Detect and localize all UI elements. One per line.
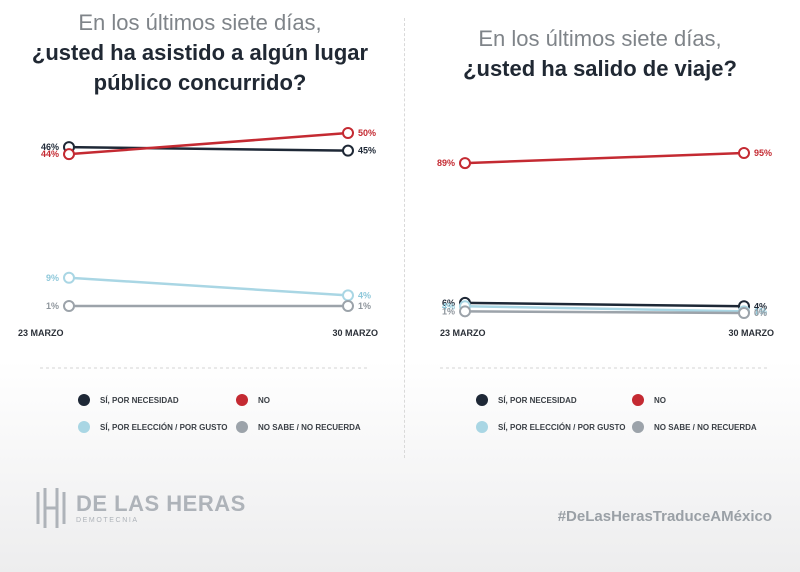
brand-mark-icon — [36, 488, 66, 528]
legend-label-necesidad: SÍ, POR NECESIDAD — [100, 395, 179, 405]
legend-marker-nosabe — [632, 421, 644, 433]
brand-name: DE LAS HERAS — [76, 490, 246, 516]
data-label: 1% — [358, 301, 371, 311]
hashtag: #DeLasHerasTraduceAMéxico — [557, 508, 772, 525]
x-tick-label: 30 MARZO — [728, 328, 774, 338]
legend-marker-necesidad — [476, 394, 488, 406]
legend-marker-no — [632, 394, 644, 406]
data-label: 89% — [437, 158, 455, 168]
data-point — [342, 289, 354, 302]
data-label: 4% — [442, 301, 455, 311]
panel-divider — [404, 18, 405, 458]
data-point — [342, 300, 354, 312]
data-point — [63, 300, 75, 312]
data-point — [738, 147, 750, 159]
data-label: 1% — [46, 301, 59, 311]
data-point — [459, 305, 471, 318]
legend-item-no: NO — [632, 394, 666, 406]
series-line — [68, 276, 349, 297]
brand-logo: DE LAS HERAS DEMOTECNIA — [34, 486, 246, 530]
chart-title-line1: En los últimos siete días, — [478, 26, 722, 51]
chart-title-line1: En los últimos siete días, — [78, 10, 322, 35]
legend-item-necesidad: SÍ, POR NECESIDAD — [78, 394, 179, 406]
data-label: 1% — [754, 306, 767, 316]
legend-item-necesidad: SÍ, POR NECESIDAD — [476, 394, 577, 406]
line-chart-left: 46% 45%44%50%9%4%1% 1%23 MARZO 30 MARZO — [18, 127, 378, 369]
legend-item-nosabe: NO SABE / NO RECUERDA — [236, 421, 361, 433]
legend-label-necesidad: SÍ, POR NECESIDAD — [498, 395, 577, 405]
data-point — [342, 144, 354, 157]
data-point — [63, 148, 75, 161]
data-label: 9% — [46, 273, 59, 283]
chart-panel-left: En los últimos siete días, ¿usted ha asi… — [0, 0, 400, 470]
series-line — [68, 131, 349, 156]
x-tick-label: 23 MARZO — [440, 328, 486, 338]
data-label: 4% — [754, 301, 767, 311]
legend-label-nosabe: NO SABE / NO RECUERDA — [654, 422, 757, 432]
legend-label-no: NO — [258, 395, 270, 405]
data-label: 44% — [41, 149, 59, 159]
data-point — [738, 307, 750, 319]
legend-label-no: NO — [654, 395, 666, 405]
data-label: 1% — [442, 306, 455, 316]
chart-title-line2: ¿usted ha salido de viaje? — [463, 56, 737, 81]
data-label: 95% — [754, 148, 772, 158]
data-label: 50% — [358, 128, 376, 138]
data-label: 46% — [41, 142, 59, 152]
legend-marker-eleccion — [78, 421, 90, 433]
data-point — [342, 127, 354, 139]
data-point — [63, 271, 75, 284]
data-label: 45% — [358, 146, 376, 156]
legend-item-nosabe: NO SABE / NO RECUERDA — [632, 421, 757, 433]
legend-marker-eleccion — [476, 421, 488, 433]
data-point — [459, 157, 471, 170]
chart-title-line2: ¿usted ha asistido a algún lugar — [31, 40, 369, 65]
series-line — [464, 310, 745, 315]
chart-panel-right: En los últimos siete días, ¿usted ha sal… — [400, 0, 800, 470]
legend-label-eleccion: SÍ, POR ELECCIÓN / POR GUSTO — [498, 422, 626, 432]
legend-item-no: NO — [236, 394, 270, 406]
series-line — [464, 305, 745, 313]
legend-marker-necesidad — [78, 394, 90, 406]
data-label: 0% — [754, 308, 767, 318]
legend-item-eleccion: SÍ, POR ELECCIÓN / POR GUSTO — [476, 421, 625, 433]
series-line — [464, 151, 745, 165]
data-label: 4% — [358, 290, 371, 300]
chart-title-line3: público concurrido? — [93, 70, 307, 95]
data-label: 6% — [442, 298, 455, 308]
series-line — [68, 145, 349, 152]
series-line — [464, 301, 745, 308]
legend-marker-nosabe — [236, 421, 248, 433]
line-chart-right: 6% 4%89%95%4%1%1% 0%23 MARZO 30 MARZO — [437, 147, 774, 369]
legend-marker-no — [236, 394, 248, 406]
x-tick-label: 30 MARZO — [332, 328, 378, 338]
x-tick-label: 23 MARZO — [18, 328, 64, 338]
brand-subtitle: DEMOTECNIA — [76, 516, 139, 524]
legend-item-eleccion: SÍ, POR ELECCIÓN / POR GUSTO — [78, 421, 227, 433]
legend-label-nosabe: NO SABE / NO RECUERDA — [258, 422, 361, 432]
legend-label-eleccion: SÍ, POR ELECCIÓN / POR GUSTO — [100, 422, 228, 432]
